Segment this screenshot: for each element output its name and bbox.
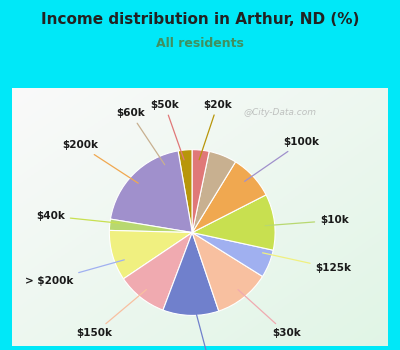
Wedge shape (192, 152, 236, 232)
Text: $30k: $30k (238, 290, 301, 338)
Wedge shape (163, 232, 219, 315)
Text: $125k: $125k (262, 253, 352, 273)
Text: $60k: $60k (116, 108, 165, 165)
Text: @City-Data.com: @City-Data.com (244, 108, 316, 117)
Text: $100k: $100k (244, 137, 320, 181)
Text: $10k: $10k (265, 216, 349, 226)
Wedge shape (192, 232, 262, 311)
Wedge shape (110, 151, 192, 232)
Wedge shape (192, 195, 275, 250)
Text: $40k: $40k (36, 211, 120, 223)
Text: Income distribution in Arthur, ND (%): Income distribution in Arthur, ND (%) (41, 12, 359, 27)
Wedge shape (109, 230, 192, 279)
Text: $20k: $20k (199, 99, 232, 160)
Wedge shape (109, 219, 192, 232)
Text: $150k: $150k (76, 289, 146, 338)
Text: $50k: $50k (150, 100, 184, 160)
Text: > $200k: > $200k (25, 260, 124, 286)
Wedge shape (192, 162, 266, 232)
Wedge shape (124, 232, 192, 310)
Wedge shape (192, 150, 209, 232)
Wedge shape (178, 150, 192, 232)
Text: $200k: $200k (62, 140, 138, 183)
Wedge shape (192, 232, 273, 276)
Text: $75k: $75k (194, 306, 223, 350)
Text: All residents: All residents (156, 37, 244, 50)
